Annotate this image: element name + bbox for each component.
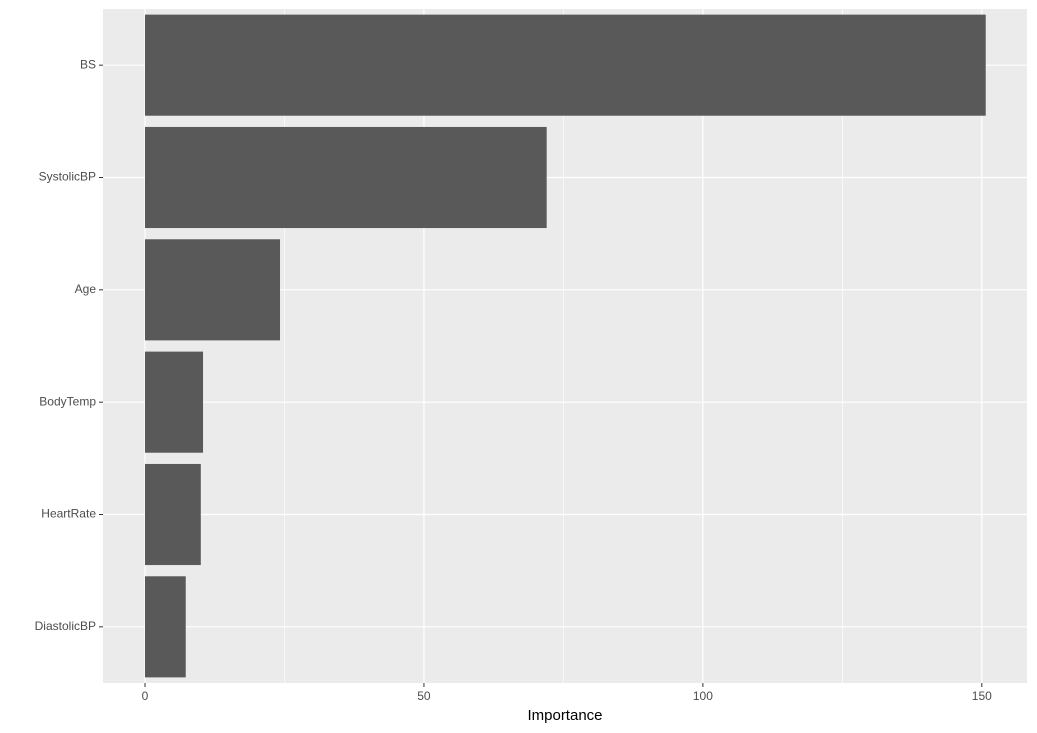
x-tick-label: 50	[417, 689, 431, 703]
y-tick-label: Age	[75, 282, 97, 296]
bar	[145, 351, 204, 453]
x-tick-label: 100	[693, 689, 713, 703]
panel	[103, 9, 1027, 683]
y-tick-label: BS	[80, 57, 96, 71]
bar	[145, 14, 986, 116]
x-tick-label: 150	[972, 689, 992, 703]
bar	[145, 576, 186, 678]
y-tick-label: HeartRate	[41, 507, 96, 521]
x-axis-title: Importance	[527, 707, 602, 724]
x-tick-label: 0	[142, 689, 149, 703]
y-tick-label: BodyTemp	[39, 394, 96, 408]
bar	[145, 463, 201, 566]
y-tick-label: SystolicBP	[39, 170, 96, 184]
bar	[145, 126, 547, 229]
bar	[145, 239, 281, 341]
y-tick-label: DiastolicBP	[35, 619, 96, 633]
